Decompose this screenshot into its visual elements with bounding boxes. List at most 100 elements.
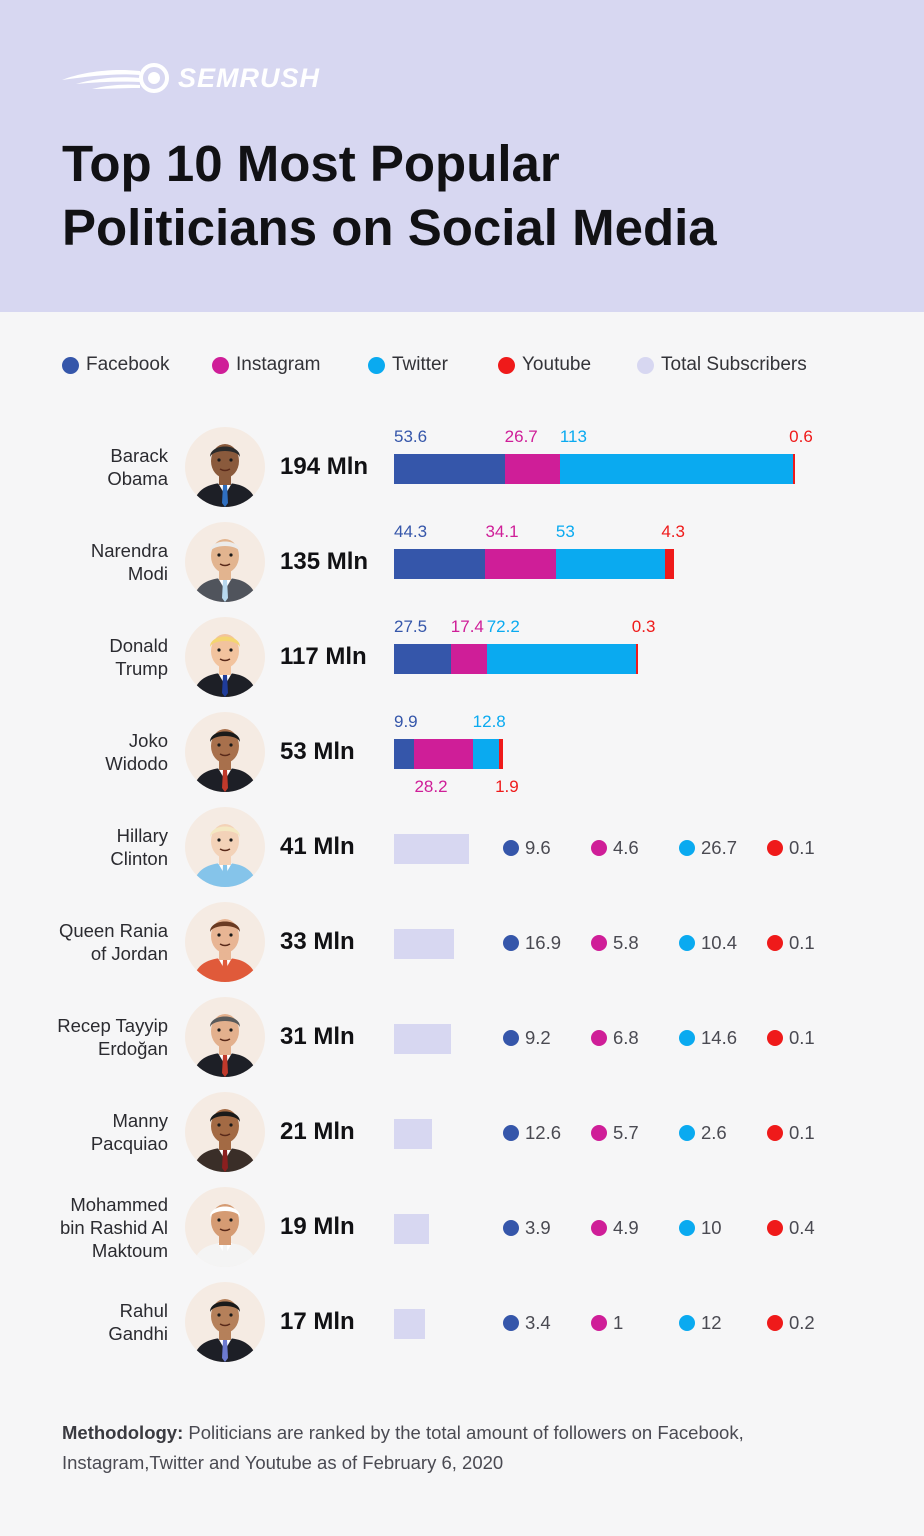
stat-instagram: 4.9: [591, 1217, 639, 1239]
politician-avatar: [185, 1282, 265, 1362]
title-line-1: Top 10 Most Popular: [62, 135, 560, 192]
politician-avatar: [185, 712, 265, 792]
portrait-icon: [193, 444, 257, 507]
bar-segment-youtube: [499, 739, 504, 769]
youtube-dot-icon: [767, 840, 783, 856]
stat-facebook: 12.6: [503, 1122, 561, 1144]
total-followers-label: 31 Mln: [280, 1023, 355, 1050]
politician-name-line: of Jordan: [90, 943, 168, 964]
value-label-facebook: 27.5: [394, 617, 428, 636]
stat-facebook: 3.4: [503, 1312, 551, 1334]
stat-value: 12.6: [525, 1122, 562, 1143]
stat-value: 0.1: [789, 1122, 815, 1143]
brand-name: SEMRUSH: [178, 62, 321, 93]
portrait-icon: [193, 919, 257, 982]
bar-segment-facebook: [394, 549, 486, 579]
legend-label: Total Subscribers: [661, 354, 807, 375]
instagram-dot-icon: [591, 935, 607, 951]
legend-item-youtube: Youtube: [498, 354, 591, 376]
brand-logo[interactable]: SEMRUSH: [62, 62, 320, 94]
legend-item-total-subscribers: Total Subscribers: [637, 354, 807, 376]
politician-name-line: Mohammed: [70, 1193, 168, 1215]
chart-row: Hillary Clinton 41 Mln 9.6 4.6 26.7 0.1: [0, 802, 924, 892]
stat-value: 0.2: [789, 1312, 815, 1333]
instagram-dot-icon: [212, 356, 229, 374]
politician-name-line: Barack: [110, 445, 168, 466]
stat-value: 10: [701, 1217, 722, 1238]
header-banner: SEMRUSH Top 10 Most Popular Politicians …: [0, 0, 924, 312]
stat-instagram: 5.7: [591, 1122, 639, 1144]
politician-name: Rahul Gandhi: [8, 1299, 168, 1345]
methodology-label: Methodology:: [62, 1422, 184, 1443]
facebook-dot-icon: [503, 840, 519, 856]
value-label-twitter: 12.8: [472, 712, 506, 731]
politician-name: Barack Obama: [8, 444, 168, 490]
chart-row: Queen Rania of Jordan 33 Mln 16.9 5.8 10.4 0.1: [0, 897, 924, 987]
youtube-dot-icon: [498, 356, 515, 374]
legend-label: Youtube: [522, 354, 592, 375]
bar-segment-instagram: [414, 739, 473, 769]
total-followers-label: 21 Mln: [280, 1118, 355, 1145]
chart-row: Manny Pacquiao 21 Mln 12.6 5.7 2.6 0.1: [0, 1087, 924, 1177]
total-followers-label: 33 Mln: [280, 928, 355, 955]
politician-name: Hillary Clinton: [8, 824, 168, 870]
bar-segment-facebook: [394, 454, 505, 484]
stat-twitter: 12: [679, 1312, 722, 1334]
stat-value: 12: [701, 1312, 722, 1333]
politician-avatar: [185, 997, 265, 1077]
facebook-dot-icon: [503, 1030, 519, 1046]
portrait-icon: [193, 1299, 257, 1362]
stat-value: 1: [613, 1312, 624, 1333]
politician-name-line: Obama: [107, 468, 168, 489]
instagram-dot-icon: [591, 1220, 607, 1236]
stat-twitter: 10.4: [679, 932, 737, 954]
politician-avatar: [185, 427, 265, 507]
politician-name: Queen Rania of Jordan: [8, 919, 168, 965]
portrait-icon: [193, 634, 257, 697]
bar-segment-facebook: [394, 739, 415, 769]
instagram-dot-icon: [591, 840, 607, 856]
stat-youtube: 0.1: [767, 1122, 815, 1144]
total-followers-label: 41 Mln: [280, 833, 355, 860]
legend-label: Facebook: [86, 354, 170, 375]
bar-segment-twitter: [559, 454, 794, 484]
total-subscribers-bar: [394, 929, 455, 959]
bar-segment-youtube: [635, 644, 638, 674]
politician-avatar: [185, 1092, 265, 1172]
stat-facebook: 3.9: [503, 1217, 551, 1239]
stat-value: 2.6: [701, 1122, 727, 1143]
portrait-icon: [193, 729, 257, 792]
value-label-twitter: 72.2: [486, 617, 520, 636]
chart-row: Donald Trump 117 Mln 27.5 17.4 72.2 0.3: [0, 612, 924, 702]
politician-name-line: Recep Tayyip: [57, 1015, 168, 1036]
twitter-dot-icon: [679, 1220, 695, 1236]
chart-row: Rahul Gandhi 17 Mln 3.4 1 12 0.2: [0, 1277, 924, 1367]
instagram-dot-icon: [591, 1030, 607, 1046]
twitter-dot-icon: [368, 356, 385, 374]
total-subscribers-bar: [394, 1214, 429, 1244]
bar-segment-twitter: [555, 549, 666, 579]
value-label-youtube: 1.9: [495, 777, 519, 796]
stat-value: 0.1: [789, 837, 815, 858]
total-followers-label: 19 Mln: [280, 1213, 355, 1240]
facebook-dot-icon: [503, 1220, 519, 1236]
politician-name-line: Trump: [115, 658, 168, 679]
stat-youtube: 0.1: [767, 932, 815, 954]
instagram-dot-icon: [591, 1315, 607, 1331]
politician-name: Recep Tayyip Erdoğan: [8, 1014, 168, 1060]
value-label-youtube: 0.3: [631, 617, 656, 636]
total-subscribers-bar: [394, 1119, 433, 1149]
stat-value: 14.6: [701, 1027, 738, 1048]
bar-segment-instagram: [504, 454, 560, 484]
portrait-icon: [193, 539, 257, 602]
bar-segment-youtube: [665, 549, 675, 579]
legend-item-instagram: Instagram: [212, 354, 320, 376]
politician-name-line: Rahul: [119, 1300, 168, 1321]
value-label-twitter: 53: [555, 522, 575, 541]
total-subscribers-bar: [394, 1024, 451, 1054]
bar-segment-instagram: [485, 549, 556, 579]
politician-name: Narendra Modi: [8, 539, 168, 585]
politician-name-line: Narendra: [90, 540, 168, 561]
stat-value: 0.1: [789, 932, 815, 953]
stat-youtube: 0.4: [767, 1217, 815, 1239]
